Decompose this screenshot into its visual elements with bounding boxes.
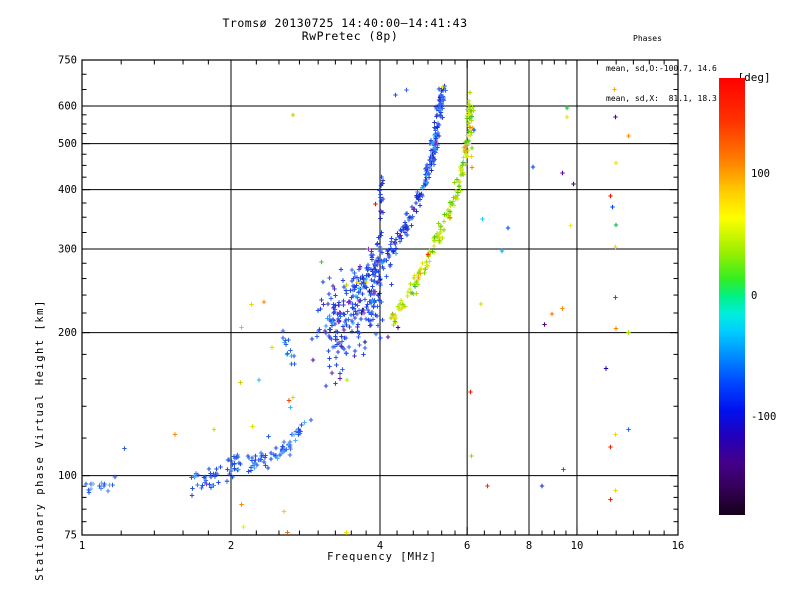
- colorbar-unit-text: deg: [744, 71, 764, 84]
- svg-text:8: 8: [526, 540, 532, 552]
- colorbar-tick-label: -100: [751, 410, 777, 423]
- colorbar-bracket-close: ]: [764, 71, 771, 84]
- svg-text:6: 6: [464, 540, 470, 552]
- gridlines: [82, 60, 678, 535]
- colorbar-unit-label: [deg]: [711, 58, 771, 97]
- svg-text:4: 4: [377, 540, 383, 552]
- phase-stats-legend: Phases mean, sd,O:-100.7, 14.6 mean, sd,…: [606, 14, 717, 124]
- colorbar-tick-label: 100: [751, 168, 770, 181]
- svg-text:200: 200: [58, 327, 77, 339]
- plot-title: Tromsø 20130725 14:40:00–14:41:43: [222, 16, 468, 30]
- legend-o-mode-stats: mean, sd,O:-100.7, 14.6: [606, 64, 717, 73]
- axis-ticks: [81, 59, 679, 536]
- svg-text:75: 75: [64, 530, 77, 542]
- svg-text:600: 600: [58, 101, 77, 113]
- svg-text:1: 1: [79, 540, 85, 552]
- colorbar-tick-label: 0: [751, 289, 758, 302]
- svg-text:750: 750: [58, 55, 77, 67]
- x-axis-label: Frequency [MHz]: [327, 551, 437, 563]
- svg-text:2: 2: [228, 540, 234, 552]
- plot-subtitle: RwPretec (8p): [301, 29, 399, 43]
- y-axis-label: Stationary phase Virtual Height [km]: [34, 299, 46, 581]
- phase-colorbar: [719, 78, 745, 515]
- tick-labels: 1 2 4 6 8 10 16 75 100 200 300 400 500 600 750: [58, 55, 684, 553]
- svg-text:16: 16: [672, 540, 685, 552]
- svg-text:400: 400: [58, 184, 77, 196]
- colorbar-bracket-open: [: [738, 71, 745, 84]
- svg-text:300: 300: [58, 244, 77, 256]
- scatter-points: [83, 83, 631, 535]
- svg-text:10: 10: [571, 540, 584, 552]
- svg-text:100: 100: [58, 470, 77, 482]
- legend-x-mode-stats: mean, sd,X: 81.1, 18.3: [606, 94, 717, 103]
- legend-heading: Phases: [633, 34, 662, 43]
- svg-text:500: 500: [58, 138, 77, 150]
